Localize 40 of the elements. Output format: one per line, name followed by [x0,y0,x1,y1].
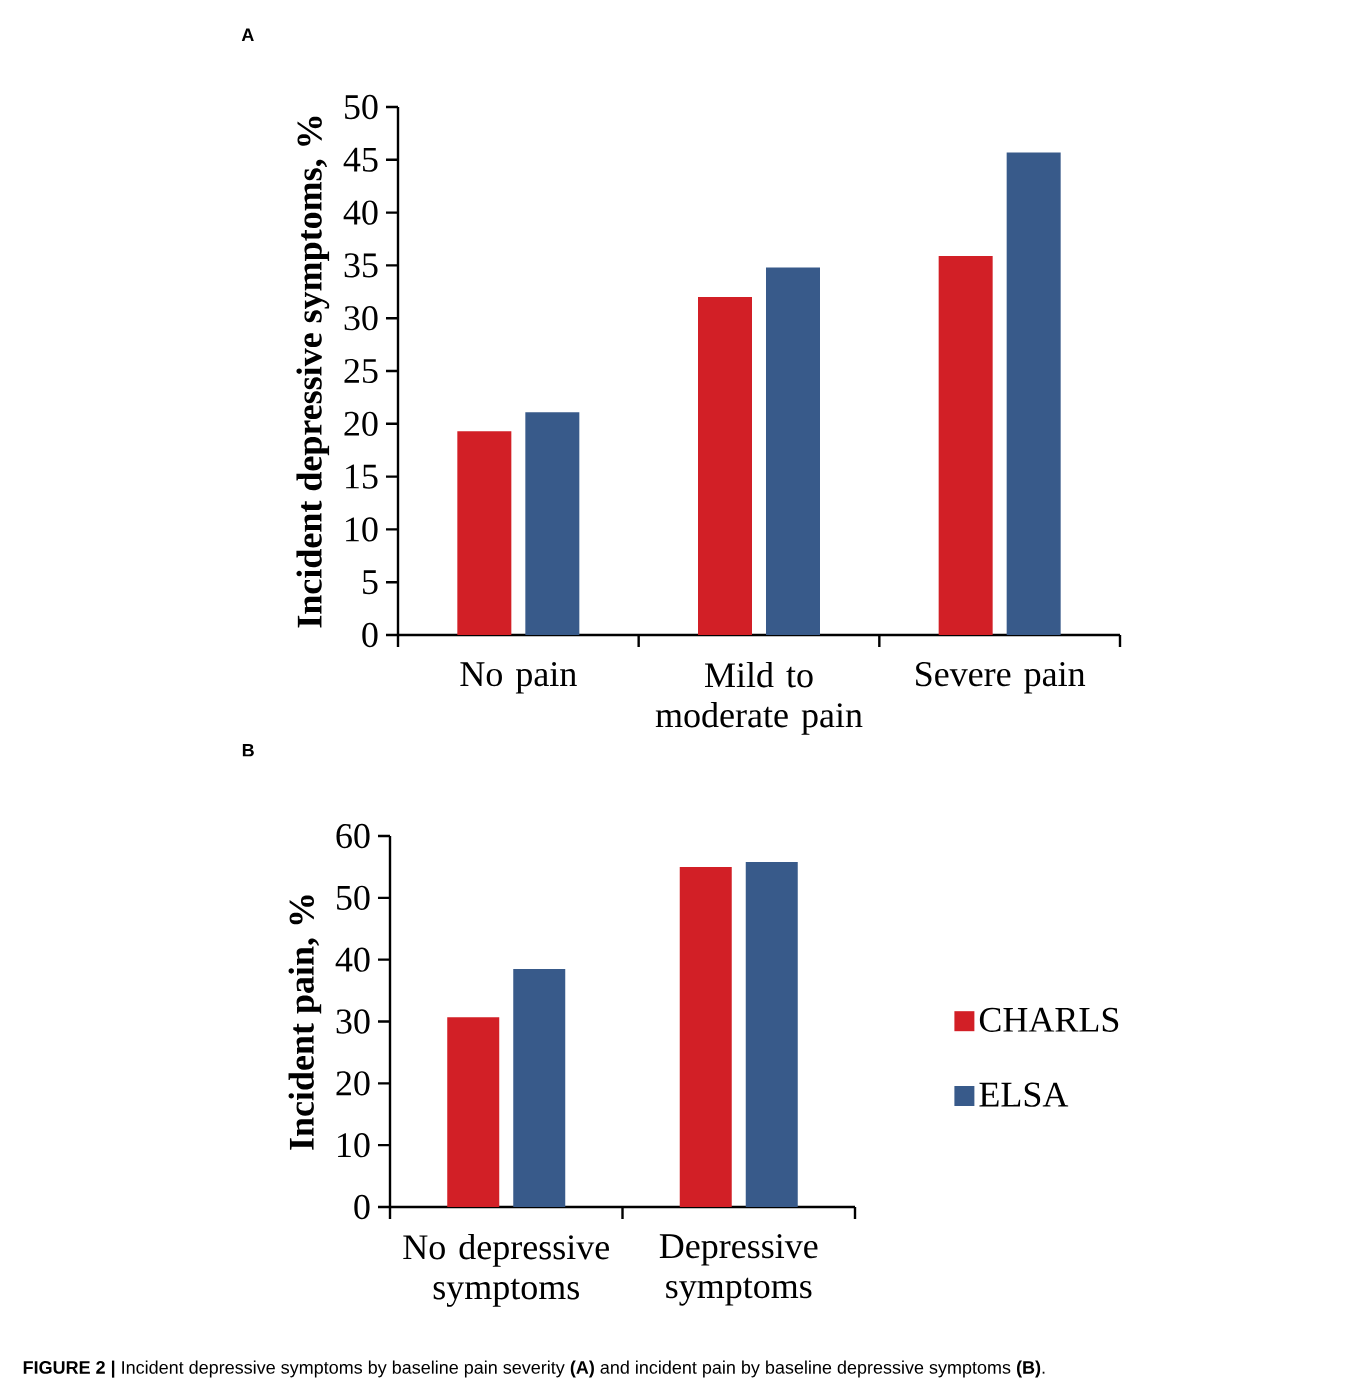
x-tick-label: Depressive symptoms [659,1234,818,1306]
y-tick-label: 30 [344,306,378,331]
bar [525,412,580,635]
y-tick-label: 15 [346,464,378,489]
y-tick-label: 10 [338,1133,370,1158]
y-tick-label: 50 [345,94,378,120]
y-tick-label: 5 [363,570,378,595]
bar [938,255,993,635]
x-tick-label: Mild to moderate pain [655,662,863,735]
y-tick-label: 30 [336,1009,370,1034]
y-tick-label: 45 [343,147,378,172]
y-tick-label: 40 [335,947,370,972]
y-tick-label: 40 [343,200,378,225]
y-tick-label: 20 [344,411,378,436]
text: FIGURE 2 | Incident depressive symptoms by baseline pain severity (A) and incident pain by baseline depressive symptoms (B). [23,1360,1045,1378]
y-tick-label: 50 [337,885,370,910]
bar [679,866,732,1207]
bar [745,861,798,1207]
bar [766,267,820,635]
x-tick-label: No pain [460,662,577,694]
y-tick-label: 35 [344,253,378,278]
bar [513,968,566,1207]
legend-label: ELSA [979,1082,1069,1107]
bar [698,297,752,635]
chart-title: B [242,743,254,757]
bar [457,431,512,635]
bar [1006,152,1061,635]
y-tick-label: 10 [346,517,378,542]
y-tick-label: 0 [362,622,378,648]
y-tick-label: 20 [336,1071,370,1096]
y-axis-title: Incident depressive symptoms, % [296,116,330,628]
y-tick-label: 60 [336,823,370,849]
x-tick-label: No depressive symptoms [403,1234,609,1307]
y-axis-title: Incident pain, % [288,895,322,1150]
y-tick-label: 25 [344,358,378,384]
legend-label: CHARLS [979,1007,1119,1032]
y-tick-label: 0 [354,1194,370,1220]
text: A [241,28,254,41]
x-tick-label: Severe pain [916,662,1086,694]
bar [447,1017,500,1207]
